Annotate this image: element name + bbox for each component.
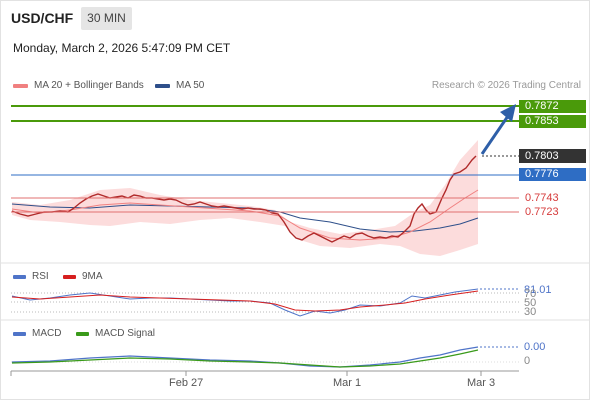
macd-line [11,346,479,368]
legend-rsi-ma: 9MA [63,271,103,282]
timestamp: Monday, March 2, 2026 5:47:09 PM CET [13,41,231,55]
x-label-feb27: Feb 27 [169,377,204,389]
timeframe-button[interactable]: 30 MIN [81,7,132,30]
macd-zero-label: 0 [524,355,531,367]
rsi-ma-label: 9MA [82,271,103,282]
macd-signal-label: MACD Signal [95,328,156,339]
macd-swatch [13,331,26,336]
macd-label: MACD [32,328,62,339]
legend-macd: MACD [13,328,61,339]
legend-macd-signal: MACD Signal [76,328,155,339]
ma20-swatch [13,83,28,88]
legend-ma20: MA 20 + Bollinger Bands [13,80,144,91]
rsi-30-label: 30 [524,306,537,318]
rsi-value: 81.01 [524,284,552,296]
level-support1-tag: 0.7743 [525,192,559,204]
macd-value: 0.00 [524,341,546,353]
price-series [11,155,477,243]
legend-ma50: MA 50 [155,80,204,91]
macd-signal-line [11,349,479,368]
research-credit: Research © 2026 Trading Central [431,80,581,91]
ma50-swatch [155,83,170,88]
rsi-label: RSI [32,271,49,282]
x-label-mar1: Mar 1 [333,377,362,389]
forecast-arrow-head [500,104,516,122]
symbol-title: USD/CHF [11,10,74,26]
ma20-label: MA 20 + Bollinger Bands [34,80,144,91]
rsi-swatch [13,274,26,279]
rsi-ma-line [11,290,479,312]
rsi-ma-swatch [63,274,76,279]
ma50-line [11,203,479,233]
macd-signal-swatch [76,331,89,336]
last-price-tag: 0.7803 [519,149,586,163]
rsi-70-label: 70 [524,288,537,300]
rsi-50-label: 50 [524,297,537,309]
legend-rsi: RSI [13,271,49,282]
ma50-label: MA 50 [176,80,205,91]
x-label-mar3: Mar 3 [467,377,496,389]
level-pivot-tag: 0.7776 [519,168,586,181]
level-support2-tag: 0.7723 [525,206,559,218]
level-target2-tag: 0.7853 [519,115,586,128]
level-target1-tag: 0.7872 [519,100,586,113]
forecast-arrow-shaft [480,115,510,155]
